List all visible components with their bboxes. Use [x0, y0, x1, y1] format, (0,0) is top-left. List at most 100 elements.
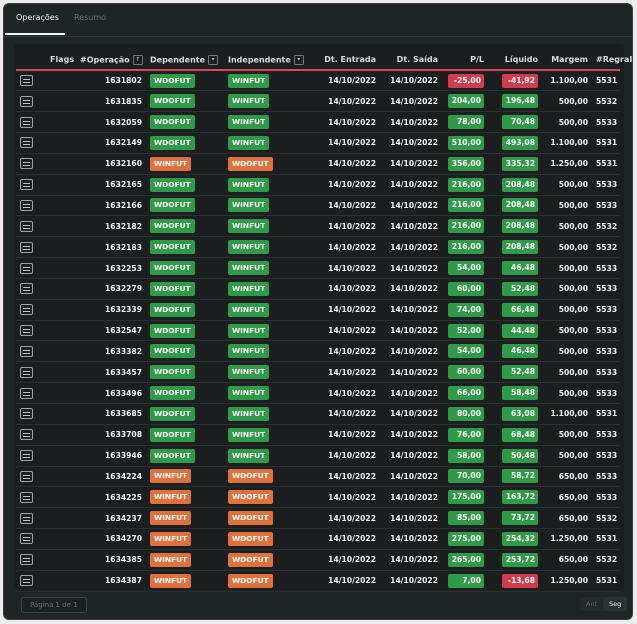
details-icon[interactable] — [20, 345, 33, 357]
header-liquido[interactable]: Líquido — [488, 50, 542, 71]
flags-cell — [16, 215, 46, 238]
table-row[interactable]: 1634224 WINFUT WDOFUT 14/10/2022 14/10/2022 7… — [16, 466, 620, 488]
table-row[interactable]: 1634270 WINFUT WDOFUT 14/10/2022 14/10/2022 2… — [16, 528, 620, 550]
table-row[interactable]: 1632279 WDOFUT WINFUT 14/10/2022 14/10/2022 6… — [16, 278, 620, 300]
header-independente[interactable]: Independente ▾ — [224, 50, 312, 71]
next-page-button[interactable]: Seg — [603, 597, 628, 611]
details-icon[interactable] — [20, 241, 33, 253]
table-row[interactable]: 1632182 WDOFUT WINFUT 14/10/2022 14/10/2022 2… — [16, 215, 620, 238]
details-icon[interactable] — [20, 304, 33, 316]
header-dependente[interactable]: Dependente ▾ — [146, 50, 224, 71]
previous-page-button[interactable]: Ant — [580, 597, 604, 611]
liquido-cell: 70,48 — [488, 111, 542, 134]
details-icon[interactable] — [20, 262, 33, 274]
dt-entrada-cell: 14/10/2022 — [312, 195, 380, 217]
regraid-cell: 5531 — [592, 153, 620, 175]
dependente-cell: WINFUT — [146, 570, 224, 592]
details-icon[interactable] — [20, 450, 33, 462]
dependente-cell: WDOFUT — [146, 299, 224, 321]
flags-value-cell — [46, 424, 76, 446]
dependente-cell: WDOFUT — [146, 236, 224, 259]
liquido-value: 208,48 — [502, 219, 538, 234]
details-icon[interactable] — [20, 116, 33, 128]
table-row[interactable]: 1631835 WDOFUT WINFUT 14/10/2022 14/10/2022 2… — [16, 90, 620, 113]
liquido-cell: 68,48 — [488, 424, 542, 446]
table-row[interactable]: 1632339 WDOFUT WINFUT 14/10/2022 14/10/2022 7… — [16, 299, 620, 321]
details-icon[interactable] — [20, 512, 33, 524]
table-row[interactable]: 1633382 WDOFUT WINFUT 14/10/2022 14/10/2022 5… — [16, 340, 620, 363]
liquido-cell: 52,48 — [488, 361, 542, 384]
table-row[interactable]: 1632160 WINFUT WDOFUT 14/10/2022 14/10/2022 3… — [16, 153, 620, 175]
dt-saida-cell: 14/10/2022 — [380, 403, 442, 425]
independente-cell: WINFUT — [224, 132, 312, 154]
flags-value-cell — [46, 361, 76, 384]
filter-dropdown-icon[interactable]: ▾ — [293, 54, 304, 65]
header-pl[interactable]: P/L — [442, 50, 488, 71]
table-row[interactable]: 1632547 WDOFUT WINFUT 14/10/2022 14/10/2022 5… — [16, 320, 620, 342]
filter-dropdown-icon[interactable]: ▾ — [208, 54, 219, 65]
details-icon[interactable] — [20, 408, 33, 420]
details-icon[interactable] — [20, 75, 33, 87]
pl-value: 58,00 — [448, 448, 484, 463]
details-icon[interactable] — [20, 554, 33, 566]
header-operacao[interactable]: #Operação ↑ — [76, 50, 146, 71]
pl-value: 216,00 — [448, 240, 484, 255]
liquido-value: 46,48 — [502, 261, 538, 276]
independente-chip: WINFUT — [228, 427, 270, 442]
details-icon[interactable] — [20, 366, 33, 378]
table-row[interactable]: 1632149 WDOFUT WINFUT 14/10/2022 14/10/2022 5… — [16, 132, 620, 154]
tab-resumo[interactable]: Resumo — [74, 13, 107, 22]
table-row[interactable]: 1632165 WDOFUT WINFUT 14/10/2022 14/10/2022 2… — [16, 174, 620, 196]
table-row[interactable]: 1631802 WDOFUT WINFUT 14/10/2022 14/10/2022-… — [16, 70, 620, 92]
table-row[interactable]: 1632253 WDOFUT WINFUT 14/10/2022 14/10/2022 5… — [16, 257, 620, 279]
table-row[interactable]: 1632059 WDOFUT WINFUT 14/10/2022 14/10/2022 7… — [16, 111, 620, 134]
independente-cell: WDOFUT — [224, 507, 312, 530]
tab-operacoes[interactable]: Operações — [16, 13, 59, 22]
details-icon[interactable] — [20, 575, 33, 587]
flags-value-cell — [46, 486, 76, 509]
table-row[interactable]: 1633496 WDOFUT WINFUT 14/10/2022 14/10/2022 6… — [16, 382, 620, 404]
details-icon[interactable] — [20, 387, 33, 399]
flags-value-cell — [46, 90, 76, 113]
table-row[interactable]: 1633708 WDOFUT WINFUT 14/10/2022 14/10/2022 7… — [16, 424, 620, 446]
details-icon[interactable] — [20, 325, 33, 337]
details-icon[interactable] — [20, 470, 33, 482]
table-row[interactable]: 1632183 WDOFUT WINFUT 14/10/2022 14/10/2022 2… — [16, 236, 620, 259]
table-row[interactable]: 1632166 WDOFUT WINFUT 14/10/2022 14/10/2022 2… — [16, 195, 620, 217]
details-icon[interactable] — [20, 220, 33, 232]
table-row[interactable]: 1634387 WINFUT WDOFUT 14/10/2022 14/10/2022 7… — [16, 570, 620, 592]
dt-entrada-cell: 14/10/2022 — [312, 486, 380, 509]
header-flags[interactable]: Flags — [46, 50, 76, 71]
flags-value-cell — [46, 174, 76, 196]
header-dt-saida[interactable]: Dt. Saída — [380, 50, 442, 71]
table-row[interactable]: 1633946 WDOFUT WINFUT 14/10/2022 14/10/2022 5… — [16, 445, 620, 467]
regraid-cell: 5531 — [592, 70, 620, 92]
table-row[interactable]: 1634237 WINFUT WDOFUT 14/10/2022 14/10/2022 8… — [16, 507, 620, 530]
details-icon[interactable] — [20, 137, 33, 149]
header-margem[interactable]: Margem — [542, 50, 592, 71]
independente-chip: WINFUT — [228, 302, 270, 317]
table-row[interactable]: 1634225 WINFUT WDOFUT 14/10/2022 14/10/2022 1… — [16, 486, 620, 509]
details-icon[interactable] — [20, 429, 33, 441]
liquido-value: 46,48 — [502, 344, 538, 359]
independente-cell: WINFUT — [224, 424, 312, 446]
header-dt-entrada[interactable]: Dt. Entrada — [312, 50, 380, 71]
liquido-cell: 73,72 — [488, 507, 542, 530]
header-regraid[interactable]: #RegraId — [592, 50, 632, 71]
operations-table: Flags #Operação ↑ Dependente ▾ Independent… — [16, 50, 632, 592]
details-icon[interactable] — [20, 95, 33, 107]
details-icon[interactable] — [20, 533, 33, 545]
details-icon[interactable] — [20, 179, 33, 191]
details-icon[interactable] — [20, 491, 33, 503]
table-row[interactable]: 1633457 WDOFUT WINFUT 14/10/2022 14/10/2022 6… — [16, 361, 620, 384]
details-icon[interactable] — [20, 158, 33, 170]
table-row[interactable]: 1634385 WINFUT WDOFUT 14/10/2022 14/10/2022 2… — [16, 549, 620, 571]
table-row[interactable]: 1633685 WDOFUT WINFUT 14/10/2022 14/10/2022 8… — [16, 403, 620, 425]
margem-cell: 500,00 — [542, 90, 592, 113]
liquido-value: 196,48 — [502, 94, 538, 109]
pl-cell: 356,00 — [442, 153, 488, 175]
details-icon[interactable] — [20, 283, 33, 295]
flags-value-cell — [46, 340, 76, 363]
details-icon[interactable] — [20, 199, 33, 211]
sort-icon[interactable]: ↑ — [132, 54, 143, 65]
